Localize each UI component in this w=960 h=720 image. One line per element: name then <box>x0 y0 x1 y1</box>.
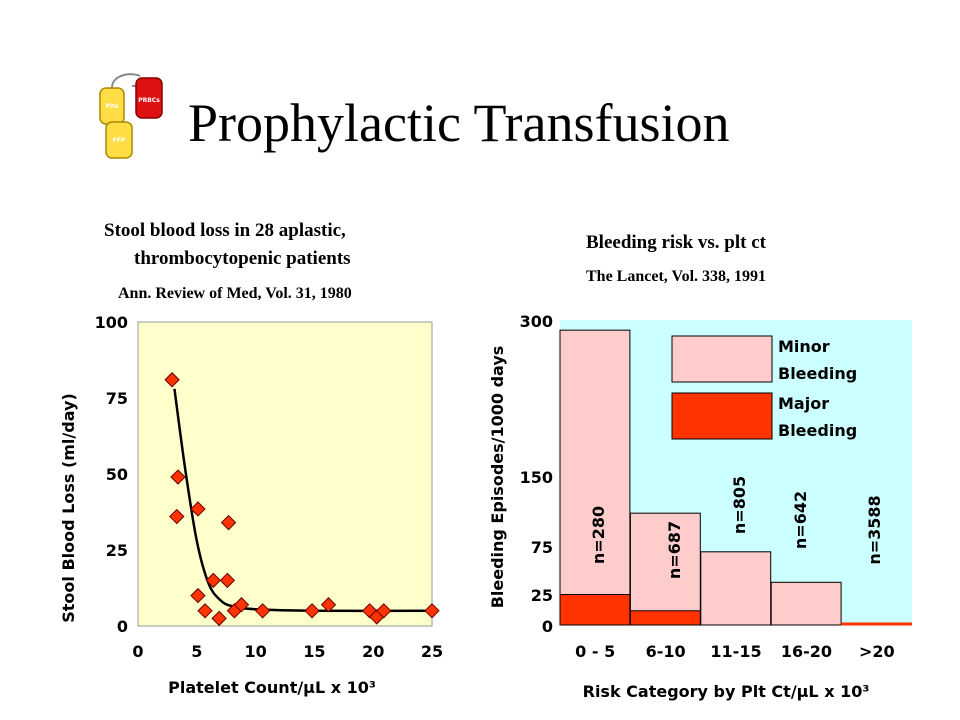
bar-count-label: n=3588 <box>865 495 884 564</box>
logo-label-prbcs: PRBCs <box>138 97 160 104</box>
legend-label-minor-2: Bleeding <box>778 364 857 383</box>
scatter-point <box>304 603 320 619</box>
page-title: Prophylactic Transfusion <box>188 93 730 153</box>
scatter-xtick-label: 20 <box>362 642 384 661</box>
legend-swatch-minor <box>671 335 773 383</box>
scatter-point <box>205 572 221 589</box>
bar-ytick-label: 300 <box>520 312 553 331</box>
bar-category-label: 6-10 <box>646 642 686 661</box>
logo-label-plts: Plts <box>106 103 119 110</box>
scatter-point <box>170 469 186 485</box>
scatter-ytick-label: 0 <box>117 617 128 636</box>
scatter-ytick-label: 25 <box>106 541 128 560</box>
bar-minor-2 <box>700 551 772 626</box>
scatter-point <box>211 610 227 627</box>
bar-ytick-label: 0 <box>542 617 553 636</box>
bar-category-label: 11-15 <box>710 642 761 661</box>
bar-ytick-label: 75 <box>531 538 553 557</box>
legend-label-minor-1: Minor <box>778 337 830 356</box>
scatter-point <box>164 372 180 388</box>
left-caption-line1: Stool blood loss in 28 aplastic, <box>104 220 346 241</box>
scatter-point <box>320 597 337 613</box>
scatter-point <box>376 603 392 619</box>
scatter-point <box>233 597 250 613</box>
bar-ytick-label: 25 <box>531 586 553 605</box>
scatter-point <box>254 603 271 619</box>
bar-count-label: n=805 <box>730 476 749 534</box>
bar-xlabel: Risk Category by Plt Ct/μL x 10³ <box>583 682 870 701</box>
bar-category-label: >20 <box>859 642 895 661</box>
bar-count-label: n=642 <box>791 491 810 549</box>
right-caption: Bleeding risk vs. plt ct <box>586 232 766 253</box>
bar-minor-0 <box>559 329 631 626</box>
legend-swatch-major <box>671 392 773 440</box>
left-caption-line2: thrombocytopenic patients <box>134 248 351 269</box>
logo-label-ffp: FFP <box>113 137 126 144</box>
scatter-ytick-label: 75 <box>106 389 128 408</box>
scatter-ylabel: Stool Blood Loss (ml/day) <box>59 393 78 623</box>
scatter-xlabel: Platelet Count/μL x 10³ <box>168 678 376 697</box>
bar-major-4 <box>841 622 912 626</box>
bar-count-label: n=687 <box>665 521 684 579</box>
bar-ylabel: Bleeding Episodes/1000 days <box>488 346 507 609</box>
scatter-xtick-label: 0 <box>132 642 143 661</box>
scatter-xtick-label: 25 <box>421 642 443 661</box>
scatter-point <box>220 514 237 531</box>
bar-minor-1 <box>629 512 701 626</box>
bar-minor-3 <box>770 581 842 626</box>
scatter-point <box>197 603 213 619</box>
bar-major-1 <box>629 610 701 626</box>
bar-ytick-label: 150 <box>520 468 553 487</box>
bar-chart: n=280 n=687 n=805 n=642 n=3588 0 25 75 150 300 0… <box>488 312 912 701</box>
blood-bags-icon: PRBCs Plts FFP <box>99 73 163 159</box>
scatter-xtick-label: 15 <box>303 642 325 661</box>
legend-label-major-1: Major <box>778 394 829 413</box>
scatter-point <box>424 603 440 619</box>
scatter-point <box>190 587 206 604</box>
left-source: Ann. Review of Med, Vol. 31, 1980 <box>118 285 352 302</box>
right-source: The Lancet, Vol. 338, 1991 <box>586 268 767 285</box>
legend-label-major-2: Bleeding <box>778 421 857 440</box>
scatter-ytick-label: 50 <box>106 465 128 484</box>
bar-count-label: n=280 <box>589 506 608 564</box>
bar-major-0 <box>559 594 631 626</box>
scatter-ytick-label: 100 <box>95 313 128 332</box>
scatter-xtick-label: 10 <box>244 642 266 661</box>
scatter-point <box>169 508 185 525</box>
scatter-point <box>190 501 206 517</box>
legend: Minor Bleeding Major Bleeding <box>671 335 857 440</box>
bar-category-label: 16-20 <box>781 642 832 661</box>
scatter-point <box>219 572 236 589</box>
scatter-chart: 0 25 50 75 100 0 5 10 15 20 25 Platelet Count/μL … <box>59 313 443 697</box>
bar-category-label: 0 - 5 <box>575 642 615 661</box>
scatter-xtick-label: 5 <box>191 642 202 661</box>
